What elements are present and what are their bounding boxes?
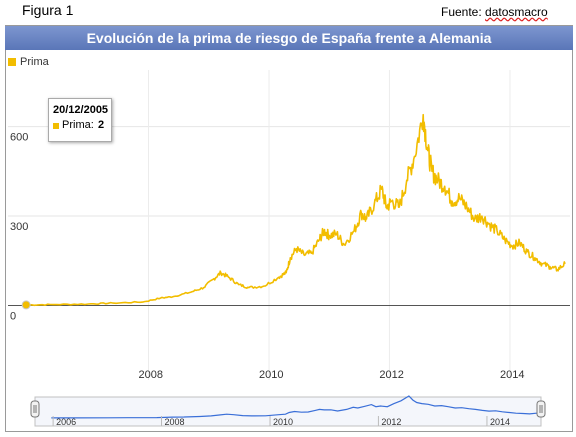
navigator-tick-label: 2006 [56, 417, 76, 427]
navigator-tick-label: 2014 [490, 417, 510, 427]
y-tick-label: 0 [10, 310, 16, 322]
legend-swatch [8, 58, 16, 66]
y-tick-label: 300 [10, 221, 28, 233]
tooltip-value: 2 [98, 119, 105, 131]
tooltip: 20/12/2005 Prima: 2 [48, 98, 112, 142]
x-tick-label: 2008 [139, 369, 163, 381]
source-label: Fuente: datosmacro [441, 5, 548, 19]
x-tick-label: 2010 [259, 369, 283, 381]
hover-point-marker [21, 300, 31, 310]
x-tick-label: 2014 [500, 369, 524, 381]
y-tick-label: 600 [10, 132, 28, 144]
figure-label: Figura 1 [22, 2, 74, 18]
navigator-tick-label: 2008 [165, 417, 185, 427]
navigator-left-handle[interactable] [30, 400, 40, 418]
chart-title: Evolución de la prima de riesgo de Españ… [5, 26, 573, 50]
legend-label: Prima [20, 56, 49, 68]
navigator-tick-label: 2012 [381, 417, 401, 427]
navigator-right-handle[interactable] [536, 400, 546, 418]
navigator-series-line [51, 395, 537, 419]
navigator-tick-label: 2010 [273, 417, 293, 427]
tooltip-swatch [53, 123, 59, 129]
source-name: datosmacro [485, 5, 548, 19]
tooltip-date: 20/12/2005 [53, 104, 109, 116]
prima-series-line [26, 113, 566, 307]
legend[interactable]: Prima [8, 56, 49, 68]
tooltip-series: Prima: [62, 119, 94, 131]
source-prefix: Fuente: [441, 5, 486, 19]
chart-frame [5, 25, 573, 432]
x-tick-label: 2012 [379, 369, 403, 381]
